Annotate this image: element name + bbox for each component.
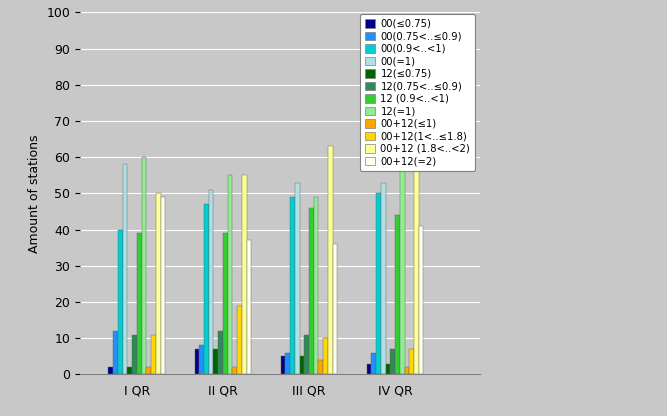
Bar <box>313 197 318 374</box>
Bar <box>367 364 372 374</box>
Bar <box>204 204 209 374</box>
Bar <box>390 349 395 374</box>
Bar <box>223 233 227 374</box>
Bar <box>386 364 390 374</box>
Bar <box>118 230 123 374</box>
Bar <box>376 193 381 374</box>
Bar <box>237 306 242 374</box>
Bar <box>109 367 113 374</box>
Bar <box>395 215 400 374</box>
Bar <box>199 345 204 374</box>
Bar <box>113 331 118 374</box>
Bar <box>304 334 309 374</box>
Legend: 00(≤0.75), 00(0.75<..≤0.9), 00(0.9<..<1), 00(=1), 12(≤0.75), 12(0.75<..≤0.9), 12: 00(≤0.75), 00(0.75<..≤0.9), 00(0.9<..<1)… <box>360 14 476 171</box>
Bar <box>381 183 386 374</box>
Bar <box>156 193 161 374</box>
Bar <box>333 244 338 374</box>
Bar <box>309 208 313 374</box>
Bar <box>137 233 141 374</box>
Bar <box>132 334 137 374</box>
Bar <box>318 360 323 374</box>
Bar <box>151 334 156 374</box>
Bar <box>161 197 165 374</box>
Bar <box>195 349 199 374</box>
Bar <box>146 367 151 374</box>
Bar <box>232 367 237 374</box>
Bar <box>410 349 414 374</box>
Bar <box>127 367 132 374</box>
Bar <box>218 331 223 374</box>
Bar <box>419 226 424 374</box>
Bar <box>247 240 251 374</box>
Bar <box>290 197 295 374</box>
Bar <box>404 367 410 374</box>
Bar <box>372 353 376 374</box>
Bar <box>242 176 247 374</box>
Bar <box>414 150 419 374</box>
Bar <box>213 349 218 374</box>
Bar <box>323 338 328 374</box>
Bar <box>281 356 285 374</box>
Bar <box>141 157 146 374</box>
Y-axis label: Amount of stations: Amount of stations <box>28 134 41 253</box>
Bar <box>400 164 404 374</box>
Bar <box>123 164 127 374</box>
Bar <box>227 176 232 374</box>
Bar <box>285 353 290 374</box>
Bar <box>328 146 333 374</box>
Bar <box>209 190 213 374</box>
Bar <box>295 183 299 374</box>
Bar <box>299 356 304 374</box>
